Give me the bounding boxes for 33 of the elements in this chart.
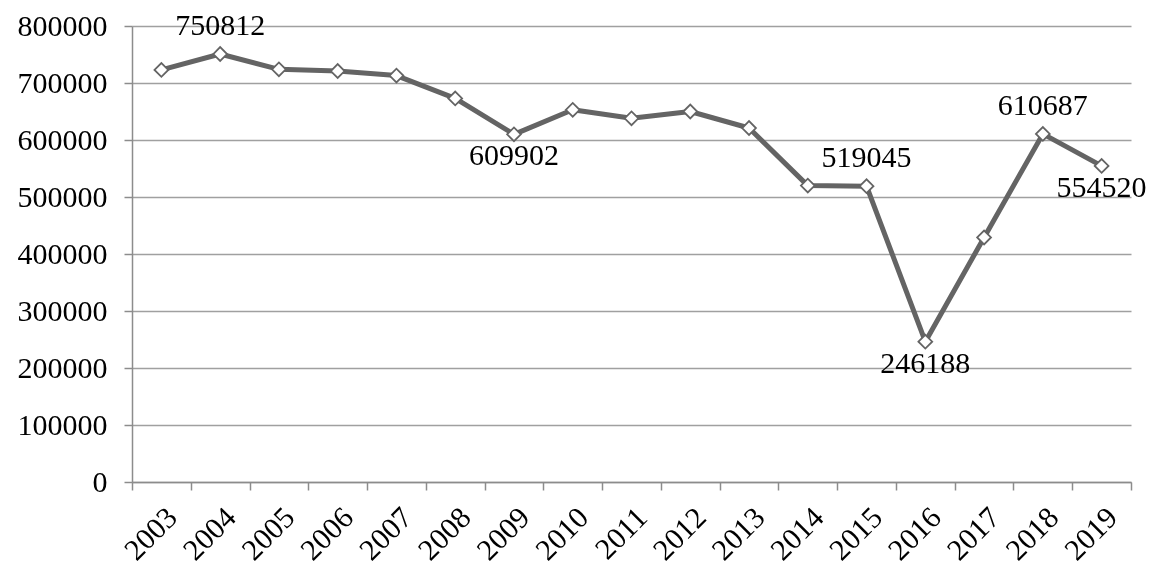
point xyxy=(271,61,287,78)
y-tick-label: 200000 xyxy=(17,350,108,384)
x-tick-label: 2011 xyxy=(588,500,654,566)
point xyxy=(329,63,346,79)
y-tick-label: 100000 xyxy=(17,407,108,441)
point xyxy=(153,62,170,78)
data-label: 609902 xyxy=(468,138,559,172)
y-tick-label: 500000 xyxy=(17,179,108,213)
data-label: 610687 xyxy=(997,87,1088,121)
point xyxy=(917,333,934,350)
data-label: 554520 xyxy=(1056,169,1147,203)
point xyxy=(682,103,699,120)
point xyxy=(506,126,522,143)
point xyxy=(1093,158,1110,174)
y-tick-label: 400000 xyxy=(17,236,108,270)
point xyxy=(741,120,757,136)
point xyxy=(388,67,405,84)
point xyxy=(800,177,816,194)
point xyxy=(623,110,640,127)
y-tick-label: 700000 xyxy=(17,65,108,99)
data-label: 750812 xyxy=(175,8,266,42)
point xyxy=(212,46,228,62)
point xyxy=(564,102,581,118)
y-tick-label: 600000 xyxy=(17,122,108,156)
point xyxy=(1035,126,1051,142)
point xyxy=(447,90,463,107)
y-tick-label: 0 xyxy=(92,464,108,498)
data-label: 246188 xyxy=(880,345,971,379)
y-tick-label: 800000 xyxy=(17,8,108,42)
point xyxy=(976,229,992,246)
data-label: 519045 xyxy=(821,140,912,174)
point xyxy=(858,178,875,194)
y-tick-label: 300000 xyxy=(17,293,108,327)
